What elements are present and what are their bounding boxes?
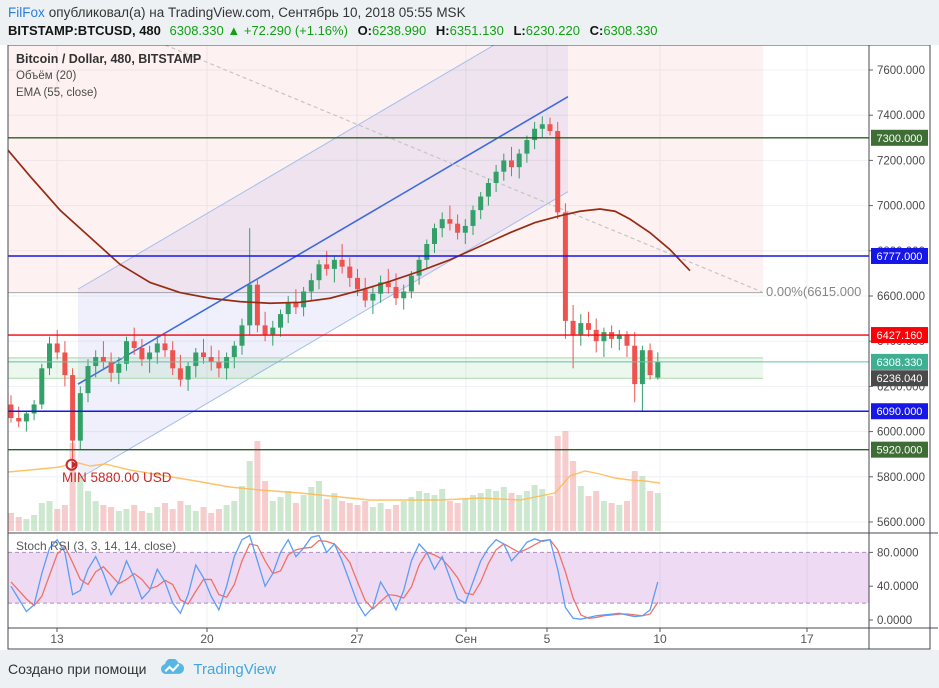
svg-text:6427.160: 6427.160 <box>877 330 923 342</box>
svg-text:5920.000: 5920.000 <box>877 445 923 457</box>
svg-text:7600.000: 7600.000 <box>877 65 925 77</box>
last-price: 6308.330 <box>169 23 224 38</box>
pane-borders <box>7 45 938 650</box>
svg-text:0.0000: 0.0000 <box>877 615 912 627</box>
price-badge <box>871 247 928 264</box>
header: FilFox опубликовал(а) на TradingView.com,… <box>0 0 939 45</box>
tradingview-logo-icon[interactable] <box>160 657 186 680</box>
svg-text:5600.000: 5600.000 <box>877 517 925 529</box>
price-badge <box>871 129 928 146</box>
svg-text:7300.000: 7300.000 <box>877 133 923 145</box>
price-level-lines[interactable] <box>8 137 869 451</box>
price-badge <box>871 353 928 370</box>
svg-text:5: 5 <box>544 632 551 646</box>
volume-ma-line <box>7 461 661 501</box>
svg-text:6090.000: 6090.000 <box>877 406 923 418</box>
grid-lines <box>8 45 869 628</box>
trend-channel[interactable] <box>77 45 569 480</box>
stoch-k-line <box>10 534 659 620</box>
open-value: 6238.990 <box>372 23 427 38</box>
svg-text:6000.000: 6000.000 <box>877 427 925 439</box>
symbol-name[interactable]: BITSTAMP:BTCUSD, 480 <box>8 23 161 38</box>
svg-text:20: 20 <box>200 632 214 646</box>
svg-text:7400.000: 7400.000 <box>877 110 925 122</box>
min-price-marker-icon <box>65 458 78 471</box>
svg-text:13: 13 <box>50 632 64 646</box>
publish-line: FilFox опубликовал(а) на TradingView.com,… <box>8 5 939 20</box>
publish-info: опубликовал(а) на TradingView.com, Сентя… <box>48 5 466 20</box>
svg-text:6308.330: 6308.330 <box>877 357 923 369</box>
svg-text:7200.000: 7200.000 <box>877 155 925 167</box>
symbol-line: BITSTAMP:BTCUSD, 480 6308.330 ▲ +72.290 … <box>8 23 939 38</box>
svg-text:Сен: Сен <box>455 632 477 646</box>
close-label: C: <box>589 23 604 38</box>
svg-text:6600.000: 6600.000 <box>877 291 925 303</box>
author-link[interactable]: FilFox <box>8 5 45 20</box>
fib-zone-fill <box>8 45 763 293</box>
svg-text:10: 10 <box>653 632 667 646</box>
time-axis[interactable]: 13 20 27 Сен 5 10 17 <box>50 628 814 646</box>
svg-text:27: 27 <box>350 632 364 646</box>
chart-canvas[interactable]: 7600.0007400.0007200.0007000.0006800.000… <box>0 45 939 650</box>
svg-text:17: 17 <box>800 632 814 646</box>
price-change: ▲ +72.290 (+1.16%) <box>227 23 348 38</box>
stoch-rsi-pane <box>8 534 869 620</box>
price-badge <box>871 403 928 420</box>
svg-text:6236.040: 6236.040 <box>877 373 923 385</box>
price-badge <box>871 441 928 458</box>
high-label: H: <box>435 23 450 38</box>
footer: Создано при помощи TradingView <box>0 650 939 688</box>
svg-text:6777.000: 6777.000 <box>877 251 923 263</box>
svg-text:80.0000: 80.0000 <box>877 547 919 559</box>
price-axis[interactable]: 7600.0007400.0007200.0007000.0006800.000… <box>869 45 939 650</box>
low-value: 6230.220 <box>525 23 580 38</box>
svg-text:40.0000: 40.0000 <box>877 581 919 593</box>
fib-trend-dashed-line <box>164 45 763 293</box>
price-badge <box>871 327 928 344</box>
footer-text: Создано при помощи <box>8 661 147 677</box>
candles-layer <box>8 116 661 459</box>
high-value: 6351.130 <box>449 23 504 38</box>
low-label: L: <box>513 23 526 38</box>
price-badge <box>871 370 928 387</box>
open-label: O: <box>357 23 373 38</box>
close-value: 6308.330 <box>603 23 658 38</box>
svg-text:7000.000: 7000.000 <box>877 201 925 213</box>
tradingview-brand-link[interactable]: TradingView <box>193 660 276 678</box>
ema-line <box>7 149 691 305</box>
svg-text:5800.000: 5800.000 <box>877 472 925 484</box>
